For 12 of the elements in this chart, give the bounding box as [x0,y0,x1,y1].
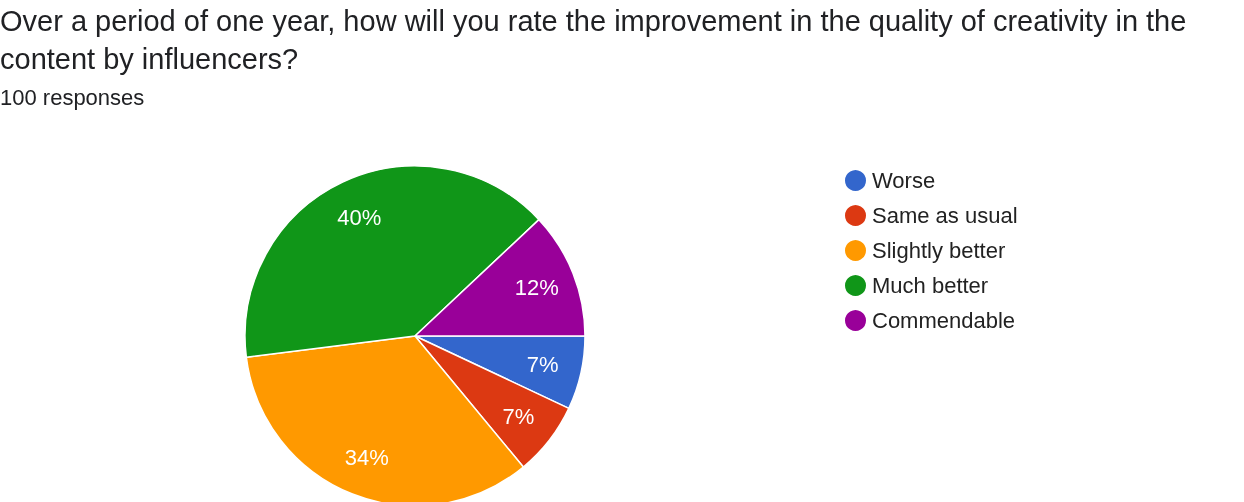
data-label: 7% [526,352,559,378]
chart-title: Over a period of one year, how will you rate the improvement in the quality of creativity in the content by influencers? [0,4,1188,77]
data-label: 12% [514,275,559,301]
data-label: 40% [337,205,382,231]
legend-label: Slightly better [872,238,1006,263]
data-label: 7% [502,403,535,429]
legend-label: Much better [872,273,989,298]
legend-label: Commendable [872,308,1016,333]
legend-label: Same as usual [872,203,1018,228]
data-label: 34% [344,445,389,471]
chart-subtitle: 100 responses [0,84,145,112]
legend-label: Worse [872,168,936,193]
